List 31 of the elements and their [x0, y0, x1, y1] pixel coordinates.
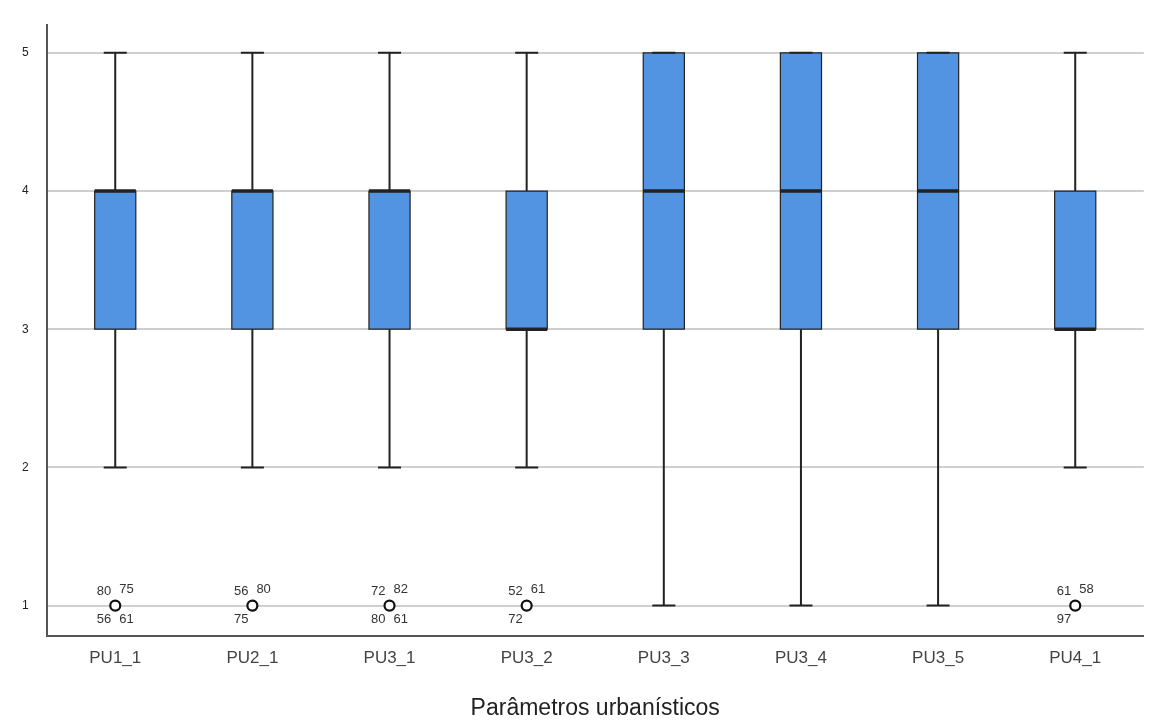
- annotation: 97: [1056, 611, 1072, 627]
- y-tick-label: 5: [21, 45, 29, 60]
- y-tick-label: 4: [21, 183, 29, 198]
- annotation: 75: [233, 611, 249, 627]
- x-tick-label: PU3_2: [500, 647, 553, 667]
- x-tick-label: PU1_1: [89, 647, 142, 667]
- x-tick-label: PU3_5: [912, 647, 965, 667]
- annotation: 61: [1056, 583, 1072, 599]
- y-tick-label: 2: [21, 459, 29, 474]
- annotation: 80: [96, 583, 112, 599]
- annotation: 56: [233, 583, 249, 599]
- annotation: 72: [371, 583, 386, 599]
- x-tick-label: PU3_1: [363, 647, 416, 667]
- x-tick-label: PU2_1: [226, 647, 279, 667]
- y-tick-label: 3: [21, 321, 29, 336]
- annotation: 61: [119, 611, 134, 627]
- x-tick-label: PU3_3: [637, 647, 690, 667]
- annotation: 72: [508, 611, 523, 627]
- annotation: 75: [119, 581, 134, 597]
- annotation: 61: [530, 581, 546, 597]
- y-tick-label: 1: [21, 597, 29, 612]
- x-tick-label: PU4_1: [1049, 647, 1102, 667]
- annotation: 56: [96, 611, 112, 627]
- x-tick-label: PU3_4: [774, 647, 827, 667]
- annotation: 80: [371, 611, 386, 627]
- annotation: 58: [1079, 581, 1094, 597]
- annotation: 52: [508, 583, 523, 599]
- annotation: 80: [256, 581, 271, 597]
- annotation: 82: [393, 581, 408, 597]
- x-axis-title: Parâmetros urbanísticos: [470, 693, 720, 720]
- annotation: 61: [393, 611, 408, 627]
